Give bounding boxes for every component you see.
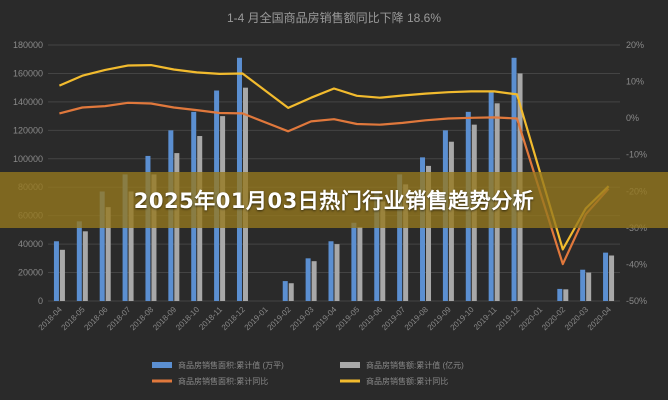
bar xyxy=(380,201,386,301)
bar xyxy=(305,258,311,301)
bar xyxy=(586,272,592,301)
x-tick-label: 2020-03 xyxy=(563,305,591,333)
bar xyxy=(128,191,134,301)
y-left-tick-label: 160000 xyxy=(13,68,43,78)
bar xyxy=(311,261,317,301)
y-left-tick-label: 140000 xyxy=(13,97,43,107)
bar xyxy=(426,165,432,301)
y-left-tick-label: 20000 xyxy=(18,268,43,278)
bar xyxy=(357,227,363,301)
x-tick-label: 2019-06 xyxy=(357,305,385,333)
y-left-tick-label: 100000 xyxy=(13,154,43,164)
y-right-tick-label: 10% xyxy=(626,77,644,87)
chart-title: 1-4 月全国商品房销售额同比下降 18.6% xyxy=(227,10,441,25)
x-tick-label: 2020-02 xyxy=(540,305,568,333)
legend-label: 商品房销售面积:累计值 (万平) xyxy=(178,360,284,370)
y-left-tick-label: 180000 xyxy=(13,40,43,50)
bar xyxy=(563,289,569,301)
bar xyxy=(397,174,403,301)
x-tick-label: 2019-04 xyxy=(311,305,339,333)
y-left-tick-label: 0 xyxy=(38,296,43,306)
y-right-tick-label: 0% xyxy=(626,113,639,123)
legend-swatch xyxy=(152,362,172,368)
legend-swatch xyxy=(340,362,360,368)
x-tick-label: 2019-08 xyxy=(403,305,431,333)
x-tick-label: 2020-04 xyxy=(586,305,614,333)
bar xyxy=(328,241,334,301)
x-tick-label: 2019-07 xyxy=(380,305,408,333)
bar xyxy=(151,174,157,301)
bar xyxy=(282,281,288,301)
x-tick-label: 2018-10 xyxy=(174,305,202,333)
y-right-tick-label: -10% xyxy=(626,150,647,160)
x-tick-label: 2018-12 xyxy=(220,305,248,333)
x-tick-label: 2019-02 xyxy=(266,305,294,333)
x-tick-label: 2018-06 xyxy=(82,305,110,333)
y-right-tick-label: -40% xyxy=(626,259,647,269)
bar xyxy=(557,288,563,301)
bar xyxy=(351,222,357,301)
bar xyxy=(334,244,340,301)
bar xyxy=(122,174,128,301)
bar xyxy=(609,255,615,301)
y-left-tick-label: 120000 xyxy=(13,125,43,135)
headline-text: 2025年01月03日热门行业销售趋势分析 xyxy=(133,189,535,213)
legend-label: 商品房销售额:累计同比 xyxy=(366,376,448,386)
y-right-tick-label: 20% xyxy=(626,40,644,50)
x-tick-label: 2018-09 xyxy=(151,305,179,333)
x-tick-label: 2019-03 xyxy=(288,305,316,333)
bar xyxy=(403,184,409,301)
bar xyxy=(145,155,151,301)
bar xyxy=(288,283,294,301)
bar xyxy=(59,249,65,301)
bar xyxy=(603,252,609,301)
series-line xyxy=(58,63,610,251)
series-line xyxy=(59,101,610,266)
y-left-tick-label: 40000 xyxy=(18,239,43,249)
x-tick-label: 2018-05 xyxy=(60,305,88,333)
bar xyxy=(76,221,82,301)
x-tick-label: 2019-12 xyxy=(494,305,522,333)
x-tick-label: 2019-05 xyxy=(334,305,362,333)
bar xyxy=(420,157,426,301)
bar xyxy=(99,191,105,301)
bar xyxy=(580,269,586,301)
x-tick-label: 2020-01 xyxy=(517,305,545,333)
x-tick-label: 2018-07 xyxy=(105,305,133,333)
bar xyxy=(105,207,111,301)
x-tick-label: 2019-10 xyxy=(449,305,477,333)
x-tick-label: 2018-04 xyxy=(37,305,65,333)
legend-label: 商品房销售面积:累计同比 xyxy=(178,376,268,386)
x-tick-label: 2019-09 xyxy=(426,305,454,333)
x-tick-label: 2018-08 xyxy=(128,305,156,333)
headline-banner xyxy=(0,172,668,228)
bar xyxy=(374,192,380,301)
legend-label: 商品房销售额:累计值 (亿元) xyxy=(366,360,464,370)
bar xyxy=(82,231,88,301)
y-right-tick-label: -50% xyxy=(626,296,647,306)
bar xyxy=(53,241,59,301)
x-tick-label: 2019-01 xyxy=(243,305,271,333)
